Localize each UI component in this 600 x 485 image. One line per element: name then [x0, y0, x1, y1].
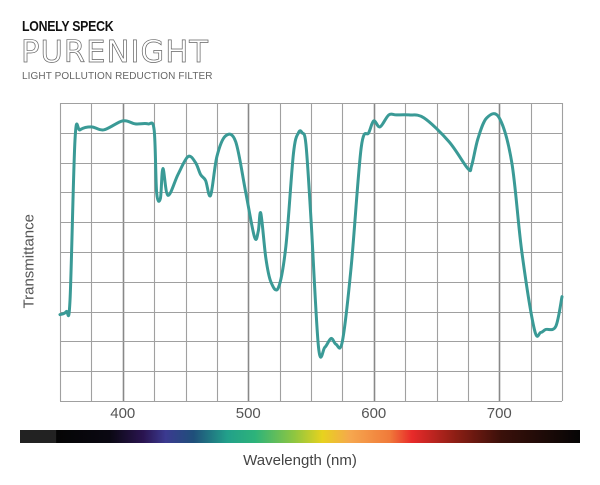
chart-grid: [59, 102, 564, 403]
brand-name: LONELY SPECK: [22, 18, 114, 35]
x-axis-label: Wavelength (nm): [243, 452, 357, 469]
product-name: PURENIGHT: [21, 35, 209, 70]
x-tick-label: 400: [110, 405, 136, 422]
product-name-text: PURENIGHT: [21, 35, 209, 70]
x-tick-label: 700: [486, 405, 512, 422]
y-axis-label: Transmittance: [20, 214, 38, 309]
visible-spectrum-bar: [20, 430, 580, 443]
x-tick-label: 600: [361, 405, 387, 422]
transmittance-curve: [58, 112, 564, 359]
product-subtitle: LIGHT POLLUTION REDUCTION FILTER: [22, 71, 213, 82]
x-tick-label: 500: [235, 405, 261, 422]
